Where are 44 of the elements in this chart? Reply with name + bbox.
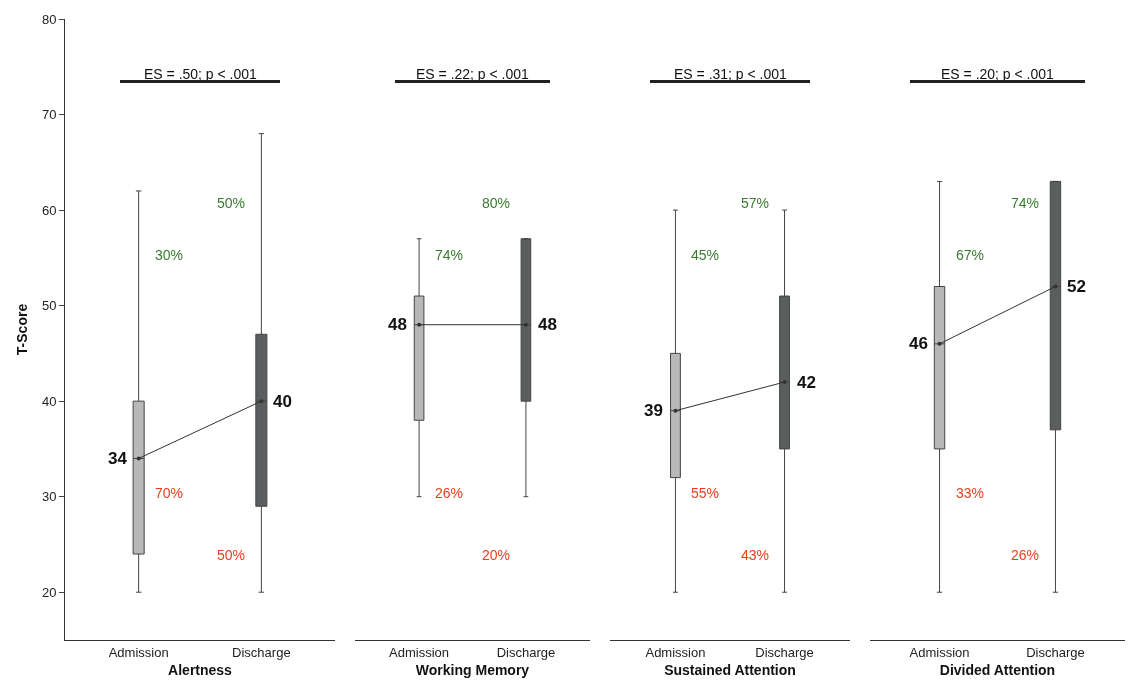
annotation: 67% [956, 247, 985, 263]
x-tick-label: Admission [389, 644, 450, 660]
data-label: 46 [909, 334, 928, 353]
x-axis-title: Alertness [168, 661, 233, 678]
x-axis-title: Sustained Attention [664, 661, 796, 678]
annotation: 26% [1011, 547, 1040, 563]
x-tick-label: Admission [108, 644, 169, 660]
x-axis-title: Divided Attention [939, 661, 1056, 678]
x-tick-label: Admission [645, 644, 706, 660]
data-label: 48 [388, 315, 407, 334]
data-label: 42 [797, 373, 816, 392]
x-tick-label: Discharge [232, 644, 291, 660]
annotation: 30% [155, 247, 184, 263]
annotation: 50% [217, 195, 246, 211]
annotation: 43% [741, 547, 770, 563]
y-tick-label: 30 [41, 489, 57, 505]
y-tick-label: 80 [41, 11, 57, 27]
data-label: 40 [273, 392, 292, 411]
data-label: 48 [538, 315, 557, 334]
annotation: 70% [155, 485, 184, 501]
x-tick-label: Discharge [496, 644, 556, 660]
y-tick-label: 50 [41, 298, 57, 314]
data-label: 34 [108, 449, 128, 468]
x-tick-label: Discharge [755, 644, 814, 660]
annotation: 26% [435, 485, 464, 501]
y-tick-label: 60 [41, 202, 57, 218]
y-tick-label: 20 [41, 584, 57, 600]
x-tick-label: Admission [909, 644, 970, 660]
annotation: 80% [482, 195, 511, 211]
annotation: 45% [691, 247, 720, 263]
x-tick-label: Discharge [1026, 644, 1085, 660]
annotation: 57% [741, 195, 770, 211]
annotation: 33% [956, 485, 985, 501]
annotation: 20% [482, 547, 511, 563]
data-label: 52 [1067, 277, 1086, 296]
x-axis-title: Working Memory [415, 661, 530, 678]
annotation: 74% [435, 247, 464, 263]
annotation: 55% [691, 485, 720, 501]
y-tick-label: 70 [41, 107, 57, 123]
y-tick-label: 40 [41, 393, 57, 409]
annotation: 50% [217, 547, 246, 563]
annotation: 74% [1011, 195, 1040, 211]
y-axis-title: T-Score [14, 303, 30, 356]
data-label: 39 [644, 401, 663, 420]
